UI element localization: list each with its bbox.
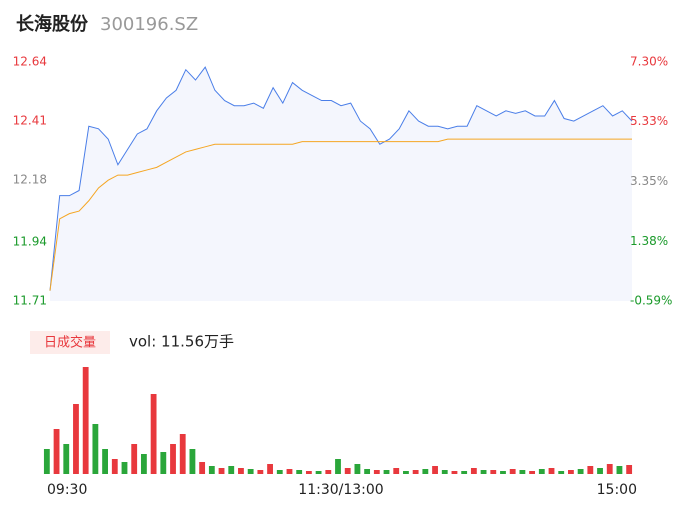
volume-bar [461,471,468,474]
y2-tick-label: -0.59% [630,294,672,308]
volume-bar [140,454,147,474]
volume-bar [102,449,108,474]
volume-bar [43,449,50,474]
volume-bar [354,464,361,474]
volume-bar [529,471,536,474]
stock-name: 长海股份 [16,13,89,35]
volume-bar [490,470,497,474]
volume-bar [432,466,438,474]
volume-bar [305,471,312,474]
volume-bar [296,470,303,474]
price-area [50,67,632,301]
y2-tick-label: 3.35% [630,174,668,188]
volume-bar [548,468,555,474]
volume-bar [373,470,380,474]
volume-bar [577,469,584,474]
y2-tick-label: 1.38% [630,234,668,248]
volume-bar [344,468,351,474]
volume-bar [451,471,458,474]
volume-bar [558,471,565,474]
volume-bar [616,466,623,474]
volume-bar [315,471,322,474]
stock-code: 300196.SZ [100,14,198,35]
volume-tag [30,331,110,354]
price-line [49,66,633,291]
volume-bar [179,434,186,474]
volume-bar [606,464,613,474]
volume-bar [208,466,215,474]
volume-bar [199,462,206,474]
volume-bar [568,470,574,474]
volume-bar [276,470,283,474]
y-tick-label: 12.64 [13,55,47,69]
volume-bar [403,471,409,474]
volume-bar [286,469,293,474]
volume-bar [383,470,390,474]
volume-bar [509,469,516,474]
y2-tick-label: 7.30% [630,55,668,69]
volume-bar [121,462,128,474]
volume-bar [587,466,594,474]
volume-bar [267,464,273,474]
y-tick-label: 12.41 [13,114,47,128]
volume-bar [238,468,244,474]
volume-bar [247,469,254,474]
volume-bar [53,429,60,474]
volume-bar [626,465,633,474]
volume-bar [160,452,167,474]
x-tick-label: 15:00 [597,482,637,498]
volume-bar [63,444,70,474]
volume-bar [189,449,196,474]
volume-bar [422,469,429,474]
volume-bar [597,468,603,474]
volume-bar [519,470,526,474]
volume-bar [170,444,176,474]
volume-bar [325,470,332,474]
x-tick-label: 09:30 [47,482,87,498]
volume-bar [111,459,118,474]
y-tick-label: 12.18 [13,173,47,187]
volume-bar [335,459,341,474]
volume-bar [131,444,138,474]
volume-bar [538,469,545,474]
x-tick-label: 11:30/13:00 [298,482,383,498]
volume-bar [82,367,89,474]
y-tick-label: 11.71 [13,294,47,308]
volume-bar [470,468,477,474]
y-tick-label: 11.94 [13,234,47,248]
volume-bar [393,468,400,474]
volume-bar [228,466,235,474]
volume-title: 日成交量 [44,335,96,351]
volume-bar [364,469,371,474]
volume-total: vol: 11.56万手 [129,333,234,351]
volume-bar [480,470,487,474]
volume-bar [441,470,448,474]
volume-bar [73,404,79,474]
volume-bar [218,468,225,474]
volume-bar [412,470,419,474]
average-line [49,138,632,291]
y2-tick-label: 5.33% [630,114,668,128]
volume-bar [257,470,264,474]
volume-bar [92,424,99,474]
volume-bar [150,394,157,474]
volume-bar [500,471,506,474]
